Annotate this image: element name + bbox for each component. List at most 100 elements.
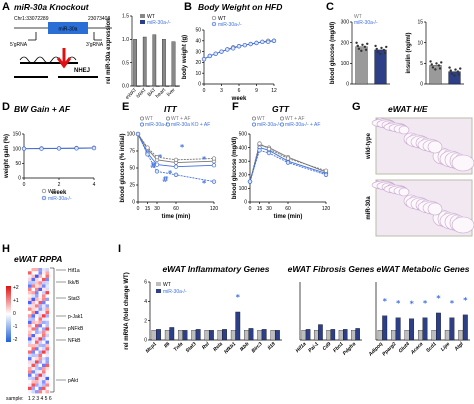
i1-bar-Tnfa-wt: [178, 330, 183, 341]
heatmap-cell: [38, 271, 42, 275]
i2-xlabel: Pdgfra: [342, 341, 358, 357]
c2-dot: [459, 67, 462, 70]
heatmap-cell: [42, 367, 46, 371]
i3-star: *: [383, 297, 388, 306]
heatmap-cell: [45, 327, 49, 331]
panel-label-a: A: [2, 1, 10, 13]
heatmap-cell: [28, 281, 32, 285]
a-inset-ytick-label: 0.5: [122, 60, 129, 66]
heatmap-cell: [28, 383, 32, 387]
panel-f-title: GTT: [272, 104, 290, 114]
i3-bar-Acaca-ko: [422, 317, 428, 341]
c1-dot: [355, 41, 358, 44]
c1-dot: [385, 45, 388, 49]
c1-dot: [363, 45, 367, 48]
heatmap-cell: [31, 284, 35, 288]
heatmap-cell: [42, 390, 46, 394]
heatmap-cell: [28, 380, 32, 384]
legend-i-wt-swatch: [156, 282, 161, 286]
heatmap-cell: [42, 281, 46, 285]
scale-label: +2: [13, 285, 19, 291]
deleted-strand-left: [14, 76, 48, 78]
nhej-label: NHEJ: [74, 68, 90, 74]
heatmap-cell: [38, 327, 42, 331]
c2-dot: [457, 73, 461, 76]
heatmap-cell: [38, 314, 42, 318]
panel-d-title: BW Gain + AF: [14, 104, 71, 114]
heatmap-cell: [45, 353, 49, 358]
i1-bar-Stat3-wt: [191, 330, 197, 341]
heatmap-cell: [42, 301, 46, 305]
heatmap-cell: [28, 360, 32, 364]
i3-bar-Pparg2-wt: [391, 330, 397, 341]
legend-e-1: miR-30a-/-: [145, 122, 169, 128]
heatmap-cell: [28, 347, 32, 351]
b-xtick-label: 6: [238, 88, 241, 94]
i2-bar-Hif1a-wt: [301, 330, 307, 341]
heatmap-cell: [45, 386, 49, 391]
heatmap-cell: [31, 390, 35, 394]
c1-dot: [382, 48, 386, 52]
heatmap-cell: [38, 357, 42, 361]
e-xtick-label: 0: [137, 206, 140, 212]
heatmap-cell: [28, 367, 32, 371]
bar-eWAT-wt: [133, 39, 137, 87]
e-xtick-label: 15: [145, 206, 151, 212]
heatmap-cell: [45, 357, 49, 361]
legend-ko: miR-30a-/-: [147, 20, 171, 26]
legend-d-ko-marker: [41, 195, 47, 201]
panel-label-b: B: [184, 1, 192, 13]
heatmap-cell: [42, 357, 46, 361]
heatmap-cell: [38, 317, 42, 321]
legend-f-2: WT + AF: [285, 116, 305, 122]
heatmap-cell: [28, 268, 32, 272]
heatmap-cell: [31, 324, 35, 328]
b-point: [213, 51, 218, 56]
heatmap-cell: [42, 340, 46, 344]
i2-xlabel: Pai-1: [307, 341, 320, 354]
heatmap-cell: [31, 314, 35, 318]
i3-star: *: [423, 299, 428, 308]
e-ytick-label: 75: [129, 149, 135, 155]
heatmap-cell: [35, 337, 39, 341]
heatmap-cell: [31, 343, 35, 348]
legend-c-wt: WT: [354, 14, 362, 20]
i2-bar-Cd9-ko: [330, 329, 336, 341]
e-ytick-label: 50: [129, 166, 135, 172]
heatmap-cell: [42, 363, 46, 367]
e-significance-hash: #: [150, 161, 157, 170]
heatmap-cell: [31, 287, 35, 292]
heatmap-cell: [45, 347, 49, 351]
b-point: [254, 40, 259, 46]
heatmap-cell: [28, 363, 32, 367]
heatmap-cell: [38, 367, 42, 371]
heatmap-cell: [35, 350, 39, 354]
i3-bar-Atgl-wt: [458, 330, 464, 341]
e-series-3: [137, 133, 215, 183]
heatmap-cell: [45, 268, 49, 272]
heatmap-cell: [31, 310, 35, 315]
i1-bar-Tnfa-ko: [182, 330, 188, 341]
i-ylabel: rel mRNA (fold change WT): [124, 272, 130, 349]
heatmap-cell: [28, 340, 32, 344]
heatmap-cell: [45, 367, 49, 371]
heatmap-cell: [31, 347, 35, 351]
i1-bar-Il6-wt: [164, 330, 170, 341]
scale-label: -1: [13, 324, 18, 330]
dendrogram: [50, 267, 55, 393]
panel-label-h: H: [2, 243, 10, 255]
heatmap-cell: [42, 277, 46, 282]
e-significance-star: *: [180, 143, 185, 152]
i1-ytick-label: 2: [144, 318, 147, 324]
e-significance-star: *: [168, 169, 173, 178]
b-ytick-label: 40: [195, 39, 201, 45]
heatmap-cell: [45, 370, 49, 374]
i2-bar-Hif1a-ko: [305, 329, 311, 341]
heatmap-cell: [28, 373, 32, 377]
i1-star: *: [236, 293, 241, 302]
heatmap-cell: [28, 330, 32, 334]
b-point: [248, 41, 253, 47]
c2-dot: [438, 67, 442, 70]
d-point: [56, 146, 62, 151]
dna-strand: [20, 62, 78, 64]
